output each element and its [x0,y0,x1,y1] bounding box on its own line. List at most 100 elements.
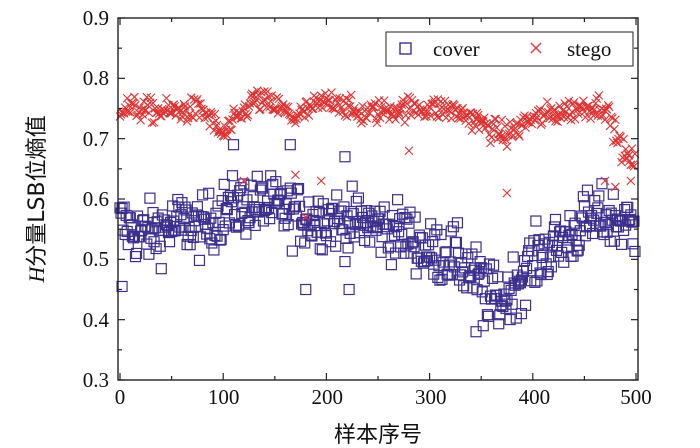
stego-point [316,91,326,101]
cover-point [401,213,413,225]
cover-point [478,275,490,287]
y-tick-labels: 0.3 0.4 0.5 0.6 0.7 0.8 0.9 [83,6,110,392]
legend-stego-marker [530,42,542,54]
cover-point [143,248,155,260]
cover-point [339,255,351,268]
cover-point [241,194,253,206]
stego-point [166,108,175,118]
data-points [114,86,641,338]
cover-point [450,236,463,249]
stego-point [165,108,174,118]
cover-point [577,191,589,203]
cover-point [334,217,346,230]
cover-point [140,220,152,232]
stego-point [262,103,271,112]
stego-point [130,92,139,102]
stego-point [212,120,222,130]
cover-point [445,225,457,237]
cover-point [392,194,404,206]
cover-point [116,202,128,215]
stego-point [176,114,186,124]
stego-point [162,93,171,103]
cover-point [531,275,543,287]
cover-point [172,193,184,206]
cover-point [425,218,437,230]
cover-point [596,178,608,190]
cover-point [152,212,164,224]
stego-point [564,96,574,106]
cover-point [467,282,479,294]
cover-point [343,216,355,228]
cover-point [184,239,196,251]
stego-point [244,102,254,111]
cover-point [194,231,207,243]
stego-point [217,127,227,137]
cover-point [506,298,518,310]
stego-point [140,106,150,115]
cover-point [273,195,285,207]
cover-point [413,229,425,241]
cover-point [517,265,530,278]
stego-point [402,99,412,109]
cover-point [470,326,482,338]
cover-point [197,211,210,223]
cover-point [519,299,532,311]
cover-point [299,237,311,249]
stego-point [346,90,356,100]
cover-point [466,248,478,260]
x-tick-label: 100 [208,385,240,409]
stego-point [406,110,416,120]
legend: cover stego [385,31,634,67]
stego-point [301,212,311,222]
y-tick-label: 0.5 [83,247,109,271]
cover-point [314,243,326,255]
stego-point [274,94,284,104]
cover-point [341,210,353,222]
stego-point [581,112,590,122]
y-axis-title-italic: H [24,266,49,284]
stego-point [542,97,552,107]
stego-point [609,124,619,134]
cover-point [211,230,223,242]
stego-point [316,176,326,186]
cover-point [477,320,489,332]
cover-point [524,237,536,249]
cover-point [116,280,128,293]
x-tick-label: 400 [519,385,551,409]
cover-point [515,308,528,320]
stego-point [446,113,456,123]
cover-point [342,242,354,254]
stego-point [500,121,510,131]
cover-point [284,139,296,151]
cover-point [234,185,246,197]
cover-point [545,261,557,273]
cover-point [286,245,298,257]
stego-point [250,98,260,107]
cover-point [616,215,629,227]
cover-point [504,313,516,326]
stego-point [569,97,579,107]
cover-point [375,246,387,258]
stego-point [584,101,593,111]
cover-point [370,224,382,236]
cover-point [409,211,421,223]
stego-point [194,99,203,109]
cover-point [525,275,537,287]
stego-point [467,126,477,136]
stego-point [222,131,232,140]
cover-point [535,268,547,281]
cover-point [451,217,464,229]
cover-point [238,178,250,190]
cover-point [580,221,593,233]
stego-point [372,118,382,128]
stego-point [362,113,372,123]
stego-point [342,112,352,122]
stego-point [167,108,176,118]
cover-point [447,221,459,233]
cover-point [227,192,240,204]
cover-point [247,191,259,203]
stego-point [619,134,629,144]
stego-point [213,128,223,137]
cover-point [257,215,270,227]
